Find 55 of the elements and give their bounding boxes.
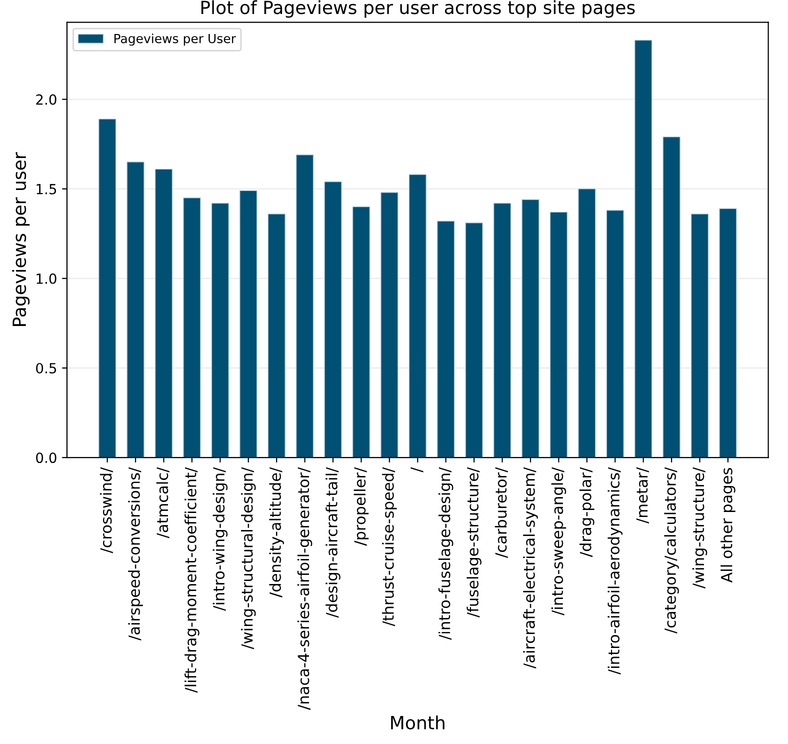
x-tick-label: /intro-fuselage-design/ [438, 467, 454, 640]
x-tick-label: /intro-wing-design/ [212, 467, 228, 611]
bar [522, 199, 540, 458]
bar [493, 202, 512, 458]
bar [550, 212, 568, 458]
bar [719, 208, 737, 458]
x-tick-label: /intro-sweep-angle/ [551, 467, 566, 616]
bar [662, 136, 680, 458]
x-tick-label: /intro-airfoil-aerodynamics/ [608, 467, 623, 675]
bar [634, 40, 652, 458]
bar [183, 198, 201, 458]
y-tick-label: 1.0 [36, 273, 56, 284]
x-tick-label: /wing-structural-design/ [240, 467, 256, 650]
x-tick-label: /carburetor/ [494, 467, 508, 558]
x-tick-label: /metar/ [636, 467, 649, 524]
x-tick-label: /drag-polar/ [580, 467, 594, 558]
bar [465, 222, 483, 458]
x-tick-label: /design-aircraft-tail/ [326, 467, 340, 618]
x-tick-label: /aircraft-electrical-system/ [523, 467, 538, 668]
bar [154, 168, 173, 458]
bar [98, 118, 116, 458]
bar [578, 188, 596, 458]
legend-label: Pageviews per User [114, 34, 236, 46]
bar [380, 192, 398, 458]
x-tick-label: /propeller/ [354, 467, 369, 546]
x-tick-label: /airspeed-conversions/ [128, 467, 143, 640]
bar [690, 214, 709, 458]
y-tick-label: 0.0 [36, 452, 56, 464]
bar [352, 206, 370, 458]
bar [324, 181, 342, 458]
x-tick-label: /category/calculators/ [664, 467, 679, 634]
x-axis-title: Month [391, 715, 444, 730]
x-tick-label: All other pages [720, 468, 736, 583]
bar [296, 154, 314, 458]
x-tick-label: /crosswind/ [100, 467, 113, 554]
y-axis-title: Pageviews per user [12, 152, 30, 326]
y-tick-label: 0.5 [36, 362, 56, 374]
x-tick-label: / [410, 467, 424, 472]
chart-title: Plot of Pageviews per user across top site pages [201, 0, 635, 18]
bar [437, 220, 455, 458]
bar [606, 210, 624, 458]
x-tick-label: /thrust-cruise-speed/ [382, 467, 397, 626]
x-tick-label: /atmcalc/ [156, 467, 170, 538]
bar [211, 202, 229, 458]
y-tick-label: 1.5 [36, 184, 56, 194]
x-tick-label: /naca-4-series-airfoil-generator/ [297, 467, 312, 710]
bar [408, 174, 426, 458]
x-tick-label: /fuselage-structure/ [466, 467, 482, 618]
bar [126, 162, 144, 458]
x-tick-label: /lift-drag-moment-coefficient/ [184, 467, 200, 693]
y-tick-label: 2.0 [36, 94, 56, 105]
bar [268, 214, 286, 458]
bar [240, 190, 258, 458]
x-tick-label: /density-altitude/ [269, 467, 284, 598]
x-tick-label: /wing-structure/ [692, 467, 708, 589]
